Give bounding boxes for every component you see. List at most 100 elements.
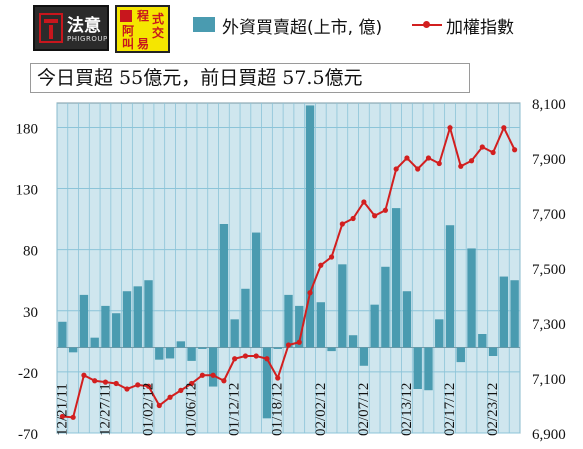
legend-bar-swatch — [193, 17, 215, 32]
y-right-tick-label: 7,700 — [532, 207, 566, 223]
bar — [112, 313, 121, 348]
index-point — [501, 125, 507, 131]
bar — [305, 105, 315, 348]
legend-bar-label: 外資買賣超(上市, 億) — [222, 18, 383, 38]
y-right-tick-label: 7,500 — [532, 262, 566, 278]
bar — [359, 347, 369, 366]
y-right-tick-label: 7,100 — [532, 372, 566, 388]
index-point — [350, 215, 356, 222]
bar — [165, 347, 175, 359]
logo2-char: 交 — [152, 26, 165, 40]
index-point — [253, 353, 259, 359]
index-point — [415, 166, 421, 172]
bar — [251, 232, 261, 348]
bar — [510, 280, 519, 348]
bar — [316, 302, 326, 348]
bar — [273, 347, 282, 349]
bar — [478, 334, 487, 348]
bar — [208, 347, 218, 387]
index-point — [92, 378, 98, 384]
index-point — [70, 414, 76, 420]
y-right-tick-label: 7,300 — [532, 317, 566, 333]
legend-line-label: 加權指數 — [446, 18, 514, 38]
bar — [230, 319, 239, 348]
index-point — [382, 207, 389, 213]
index-point — [468, 158, 475, 164]
bar — [413, 347, 422, 389]
index-point — [404, 155, 410, 161]
index-point — [328, 254, 335, 260]
bar — [241, 288, 250, 348]
bar — [402, 291, 412, 348]
bar — [58, 321, 67, 348]
x-tick-label: 01/02/12 — [141, 383, 157, 436]
index-point — [275, 375, 281, 381]
bar — [101, 305, 110, 348]
line-series — [59, 124, 518, 420]
x-tick-label: 02/17/12 — [442, 383, 458, 436]
seal-icon — [120, 10, 132, 22]
bar — [262, 347, 272, 419]
y-left-tick-label: -20 — [18, 366, 38, 382]
x-tick-label: 02/02/12 — [313, 383, 329, 436]
index-point — [59, 413, 65, 420]
bar — [144, 280, 153, 348]
bar — [79, 294, 89, 348]
index-point — [458, 163, 464, 169]
index-point — [145, 383, 152, 389]
bar — [187, 347, 196, 361]
logo2-char: 易 — [137, 37, 150, 51]
brand-name: 法意 — [67, 16, 101, 36]
brand-logo-program-trading: 程 式 阿 交 叫 易 — [115, 5, 170, 53]
bar — [488, 347, 498, 356]
x-tick-label: 12/21/11 — [54, 383, 70, 436]
index-point — [479, 144, 485, 150]
index-point — [447, 125, 453, 131]
x-tick-label: 12/27/11 — [97, 383, 113, 436]
plot-area — [56, 102, 521, 434]
brand-logo-phigroup: 法意 PHIGROUP — [33, 5, 109, 51]
bar — [435, 319, 444, 348]
bar — [198, 347, 207, 349]
y-left-tick-label: -70 — [18, 427, 38, 443]
index-point — [135, 382, 141, 388]
index-point — [199, 372, 205, 378]
bar — [122, 291, 132, 348]
bar — [219, 224, 229, 348]
y-right-tick-label: 6,900 — [532, 427, 566, 443]
brand-subname: PHIGROUP — [67, 35, 108, 43]
bar — [133, 286, 142, 348]
bar-series — [58, 105, 519, 419]
index-point — [393, 166, 399, 172]
index-point — [178, 387, 184, 393]
bar — [155, 347, 164, 360]
x-tick-label: 02/13/12 — [399, 383, 415, 436]
index-point — [188, 380, 195, 387]
index-point — [307, 290, 313, 296]
logo2-char: 叫 — [122, 37, 135, 51]
bar — [456, 347, 465, 363]
x-tick-label: 01/06/12 — [184, 383, 200, 436]
bar — [327, 347, 336, 352]
index-point — [285, 342, 292, 348]
index-point — [296, 339, 302, 345]
bar — [176, 341, 186, 348]
axes: -70 -20 30 80 130 180 6,900 7,100 7,300 7,500 7,70… — [16, 97, 566, 443]
index-point — [210, 372, 216, 378]
y-right-tick-label: 8,100 — [532, 97, 566, 113]
index-point — [221, 378, 227, 384]
index-point — [242, 353, 249, 359]
x-tick-label: 01/12/12 — [227, 383, 243, 436]
x-tick-label: 02/23/12 — [485, 383, 501, 436]
y-left-tick-label: 30 — [23, 305, 38, 321]
bar — [381, 266, 390, 348]
index-point — [81, 372, 87, 378]
y-left-tick-label: 80 — [23, 244, 38, 260]
bar — [295, 305, 304, 348]
index-point — [124, 386, 130, 392]
logo2-char: 阿 — [122, 24, 135, 38]
index-point — [339, 221, 345, 227]
bar — [467, 248, 476, 348]
bar — [284, 294, 293, 348]
